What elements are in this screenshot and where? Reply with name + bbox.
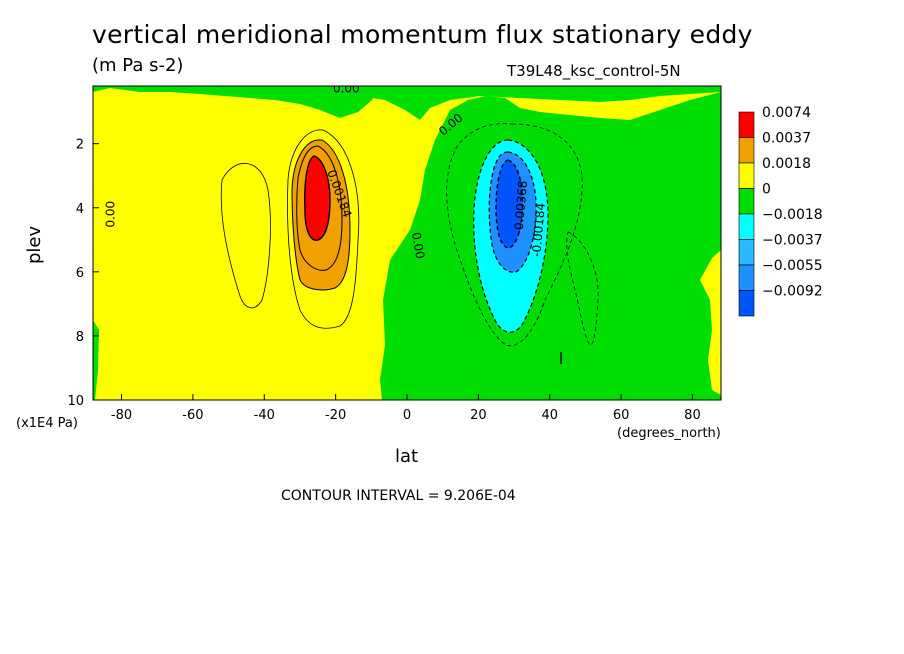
- legend-swatch: [738, 137, 755, 164]
- x-tick-label: 40: [541, 408, 558, 423]
- y-axis-label: plev: [24, 225, 45, 264]
- y-tick-label: 8: [76, 330, 84, 345]
- contour-line-pos-2: [296, 145, 343, 271]
- contour-label: 0.00: [333, 81, 360, 95]
- chart-title: vertical meridional momentum flux statio…: [92, 20, 753, 49]
- legend-label: 0.0074: [762, 105, 811, 121]
- contour-line-pos-1: [291, 139, 351, 291]
- contour-line-west: [220, 163, 271, 309]
- contour-label: -0.00184: [529, 202, 548, 257]
- contour-label: 0.00: [409, 231, 427, 260]
- x-tick-label: 0: [403, 408, 411, 423]
- x-tick-label: 20: [470, 408, 487, 423]
- legend-swatch: [738, 264, 755, 291]
- x-axis: -80 -60 -40 -20 0 20 40 60 80: [111, 394, 701, 423]
- legend-label: −0.0055: [762, 258, 823, 274]
- legend-swatch: [738, 239, 755, 266]
- contour-line-neg-2: [488, 151, 537, 273]
- legend-label: 0.0037: [762, 131, 811, 147]
- contour-line-pos-outer: [287, 129, 360, 329]
- blue-core: [496, 160, 523, 248]
- contour-interval: CONTOUR INTERVAL = 9.206E-04: [281, 488, 516, 504]
- contour-label: 0.00: [103, 201, 117, 228]
- x-tick-label: 80: [684, 408, 701, 423]
- contour-label: -0.00368: [511, 180, 530, 235]
- green-strip-left: [93, 320, 99, 400]
- green-region-upper-right: [330, 86, 721, 120]
- legend-label: −0.0037: [762, 233, 823, 249]
- contour-line-neg-right-lobe: [566, 231, 599, 346]
- legend-swatch: [738, 162, 755, 189]
- contour-line-neg-1: [473, 139, 549, 333]
- x-tick-label: 60: [613, 408, 630, 423]
- plot-area: 0.000.000.000.000.00184 -0.00368 -0.00184: [93, 81, 721, 400]
- legend-label: −0.0092: [762, 284, 823, 300]
- x-tick-label: -40: [254, 408, 275, 423]
- y-tick-label: 4: [76, 202, 84, 217]
- legend-label: 0: [762, 182, 771, 198]
- legend-label: 0.0018: [762, 156, 811, 172]
- x-tick-label: -60: [182, 408, 203, 423]
- y-axis: 2 4 6 8 10: [67, 138, 99, 409]
- x-axis-label: lat: [395, 446, 419, 467]
- y-tick-label: 6: [76, 266, 84, 281]
- y-tick-label: 10: [67, 394, 84, 409]
- x-tick-label: -80: [111, 408, 132, 423]
- yellow-patch-right: [700, 250, 721, 395]
- red-core: [304, 156, 330, 241]
- green-region-top: [93, 86, 380, 118]
- y-tick-label: 2: [76, 138, 84, 153]
- run-label: T39L48_ksc_control-5N: [507, 62, 681, 80]
- x-tick-label: -20: [325, 408, 346, 423]
- legend-label: −0.0018: [762, 207, 823, 223]
- legend-swatch: [738, 188, 755, 215]
- chart-units: (m Pa s-2): [92, 55, 184, 76]
- y-axis-units: (x1E4 Pa): [16, 416, 78, 431]
- contour-line-pos-3: [304, 155, 331, 241]
- legend-swatch: [738, 111, 755, 138]
- legend-swatch: [738, 290, 755, 317]
- x-axis-units: (degrees_north): [617, 426, 721, 441]
- color-legend: 0.0074 0.0037 0.0018 0 −0.0018 −0.0037 −0.0055…: [738, 105, 823, 317]
- green-region-main: [380, 92, 721, 400]
- legend-swatch: [738, 213, 755, 240]
